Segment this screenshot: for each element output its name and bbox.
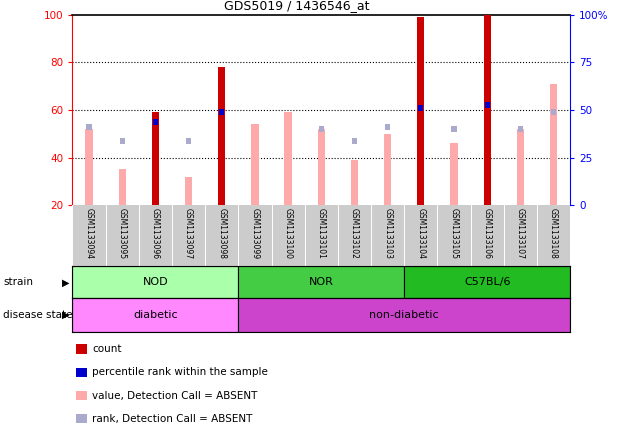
Bar (219, 110, 224, 115)
Bar (238, 298, 570, 332)
Text: GSM1133105: GSM1133105 (450, 208, 459, 258)
Text: GSM1133106: GSM1133106 (483, 208, 491, 258)
Bar (86, 124, 92, 129)
Bar (218, 67, 226, 205)
Bar (152, 119, 158, 125)
Bar (319, 126, 324, 132)
Text: GSM1133103: GSM1133103 (383, 208, 392, 258)
Bar (484, 102, 490, 108)
Text: GSM1133096: GSM1133096 (151, 208, 160, 259)
Text: NOR: NOR (309, 277, 334, 287)
Bar (550, 84, 557, 205)
Text: C57BL/6: C57BL/6 (464, 277, 510, 287)
Text: GSM1133101: GSM1133101 (317, 208, 326, 258)
Text: ▶: ▶ (62, 277, 69, 287)
Bar (72, 266, 238, 298)
Text: GSM1133099: GSM1133099 (251, 208, 260, 259)
Text: GSM1133102: GSM1133102 (350, 208, 359, 258)
Bar (484, 15, 491, 205)
Bar (518, 126, 523, 132)
Text: strain: strain (3, 277, 33, 287)
Text: GSM1133097: GSM1133097 (184, 208, 193, 259)
Text: rank, Detection Call = ABSENT: rank, Detection Call = ABSENT (92, 414, 253, 423)
Text: non-diabetic: non-diabetic (369, 310, 439, 320)
Bar (251, 124, 258, 205)
Bar (384, 134, 391, 205)
Text: percentile rank within the sample: percentile rank within the sample (92, 367, 268, 377)
Bar (517, 129, 524, 205)
Bar (404, 266, 570, 298)
Bar (86, 129, 93, 205)
Bar (238, 266, 404, 298)
Bar (352, 138, 357, 144)
Bar (185, 177, 192, 205)
Bar (450, 143, 457, 205)
Bar (152, 113, 159, 205)
Bar (318, 129, 325, 205)
Bar (385, 124, 391, 129)
Bar (152, 124, 159, 205)
Bar (551, 110, 556, 115)
Text: ▶: ▶ (62, 310, 69, 320)
Text: GSM1133095: GSM1133095 (118, 208, 127, 259)
Bar (351, 160, 358, 205)
Bar (118, 170, 126, 205)
Bar (120, 138, 125, 144)
Text: GSM1133094: GSM1133094 (84, 208, 93, 259)
Text: disease state: disease state (3, 310, 72, 320)
Bar (417, 17, 425, 205)
Bar (186, 138, 192, 144)
Bar (451, 126, 457, 132)
Bar (418, 104, 423, 110)
Bar (72, 298, 238, 332)
Bar (285, 113, 292, 205)
Title: GDS5019 / 1436546_at: GDS5019 / 1436546_at (224, 0, 369, 12)
Text: GSM1133098: GSM1133098 (217, 208, 226, 258)
Text: GSM1133108: GSM1133108 (549, 208, 558, 258)
Text: NOD: NOD (142, 277, 168, 287)
Text: diabetic: diabetic (133, 310, 178, 320)
Text: value, Detection Call = ABSENT: value, Detection Call = ABSENT (92, 390, 258, 401)
Text: count: count (92, 344, 122, 354)
Text: GSM1133104: GSM1133104 (416, 208, 425, 258)
Text: GSM1133107: GSM1133107 (516, 208, 525, 258)
Text: GSM1133100: GSM1133100 (284, 208, 292, 258)
